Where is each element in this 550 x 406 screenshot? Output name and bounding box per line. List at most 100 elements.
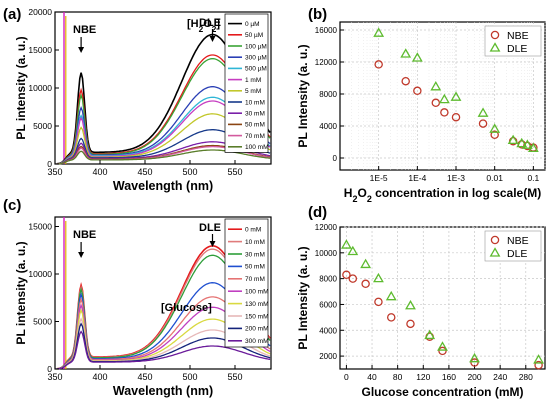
legend-label: 130 mM	[245, 301, 268, 308]
legend-label: 0 µM	[245, 21, 260, 28]
data-point-nbe	[451, 112, 461, 122]
legend-label: 50 mM	[245, 122, 265, 129]
legend-box	[224, 218, 269, 348]
data-point-dle	[360, 258, 372, 269]
data-point-nbe	[490, 130, 499, 140]
data-point-nbe	[478, 119, 488, 128]
legend-label: 500 µM	[245, 66, 267, 73]
panel-d: 0 40 80 120 160 200 240 280 2000 4000 6000 8000 1000…	[296, 223, 546, 399]
x-tick-label: 350	[47, 167, 62, 177]
data-point-dle	[521, 139, 533, 149]
y-tick-label: 0	[333, 154, 338, 163]
dle-arrowhead	[209, 36, 216, 42]
legend-label: 10 mM	[245, 239, 265, 246]
data-point-dle	[437, 341, 448, 351]
x-axis-label: Wavelength (nm)	[113, 384, 213, 398]
data-point-nbe	[470, 358, 479, 367]
data-point-dle	[411, 52, 423, 62]
x-tick-label: 160	[442, 372, 456, 382]
dle-annotation: DLE	[199, 222, 221, 234]
x-tick-label: 80	[393, 372, 403, 382]
data-point-dle	[450, 91, 462, 101]
y-tick-label: 10000	[315, 249, 338, 258]
data-point-dle	[385, 290, 397, 301]
x-axis-label: H2O2 concentration in log scale(M)	[344, 186, 541, 204]
y-tick-label: 12000	[315, 58, 338, 67]
data-point-dle	[533, 354, 545, 364]
panel-label-b: (b)	[308, 6, 327, 23]
legend-label: DLE	[507, 248, 527, 260]
legend-label: 10 mM	[245, 99, 265, 106]
legend-label: 30 mM	[245, 111, 265, 118]
data-point-nbe	[374, 60, 383, 69]
x-axis-label: Glucose concentration (mM)	[361, 385, 523, 399]
x-tick-label: 1E-5	[370, 173, 388, 183]
legend-label: 100 mM	[245, 144, 268, 151]
y-tick-label: 20000	[28, 7, 52, 17]
x-tick-label: 280	[519, 372, 533, 382]
data-point-nbe	[401, 76, 410, 86]
x-tick-label: 550	[227, 167, 242, 177]
x-tick-label: 400	[92, 167, 107, 177]
y-axis-label: PL Intensity (a. u.)	[296, 44, 310, 147]
x-tick-label: 200	[467, 372, 481, 382]
x-tick-label: 450	[137, 372, 152, 382]
reagent-annotation: [H2O2]	[187, 18, 220, 34]
x-tick-label: 500	[182, 167, 197, 177]
data-point-nbe	[438, 346, 447, 356]
x-tick-label: 0.01	[486, 173, 503, 183]
y-tick-label: 12000	[315, 223, 338, 232]
y-tick-label: 5000	[33, 121, 52, 131]
data-point-nbe	[534, 360, 543, 370]
y-tick-label: 8000	[319, 275, 337, 284]
data-point-dle	[430, 80, 442, 91]
legend-label: 150 mM	[245, 313, 268, 320]
data-point-nbe	[348, 274, 358, 283]
legend-marker	[490, 235, 500, 245]
panel-a: 350 400 450 500 550 0 5000 10000 15000 20000 Wavel…	[14, 7, 272, 193]
legend-label: 70 mM	[245, 133, 265, 140]
y-tick-label: 4000	[319, 122, 337, 131]
x-tick-label: 1E-3	[447, 173, 465, 183]
data-point-nbe	[413, 86, 422, 96]
y-tick-label: 5000	[33, 317, 52, 327]
legend-label: 1 mM	[245, 77, 261, 84]
x-tick-label: 40	[367, 372, 377, 382]
y-tick-label: 16000	[315, 26, 338, 35]
legend-label: DLE	[507, 43, 527, 55]
panel-label-c: (c)	[3, 197, 21, 214]
data-point-nbe	[342, 270, 351, 280]
data-point-dle	[347, 245, 359, 256]
nbe-arrowhead	[78, 47, 85, 53]
data-point-dle	[424, 329, 436, 340]
x-tick-label: 120	[416, 372, 430, 382]
data-point-dle	[405, 299, 416, 310]
data-point-dle	[489, 123, 501, 133]
x-tick-label: 350	[47, 372, 62, 382]
panel-label-a: (a)	[3, 6, 21, 23]
legend-label: 300 µM	[245, 55, 267, 62]
x-tick-label: 0	[344, 372, 349, 382]
dle-arrowhead	[209, 241, 216, 247]
legend-label: 50 µM	[245, 32, 263, 39]
legend-label: 5 mM	[245, 88, 261, 95]
y-axis-label: PL intensity (a. u.)	[14, 36, 28, 139]
data-point-dle	[477, 107, 489, 117]
legend-box	[224, 13, 269, 153]
nbe-annotation: NBE	[73, 24, 96, 36]
y-tick-label: 10000	[28, 83, 52, 93]
data-point-dle	[373, 27, 385, 37]
data-point-dle	[527, 142, 539, 153]
legend-label: NBE	[507, 30, 529, 42]
x-tick-label: 0.1	[527, 173, 539, 183]
legend-label: 100 mM	[245, 289, 268, 296]
x-tick-label: 500	[182, 372, 197, 382]
data-point-nbe	[374, 297, 383, 307]
y-tick-label: 6000	[319, 300, 337, 309]
legend-label: 50 mM	[245, 264, 265, 271]
legend-label: 30 mM	[245, 251, 265, 258]
reagent-annotation: [Glucose]	[161, 302, 212, 314]
x-tick-label: 240	[493, 372, 507, 382]
data-point-dle	[507, 134, 519, 145]
